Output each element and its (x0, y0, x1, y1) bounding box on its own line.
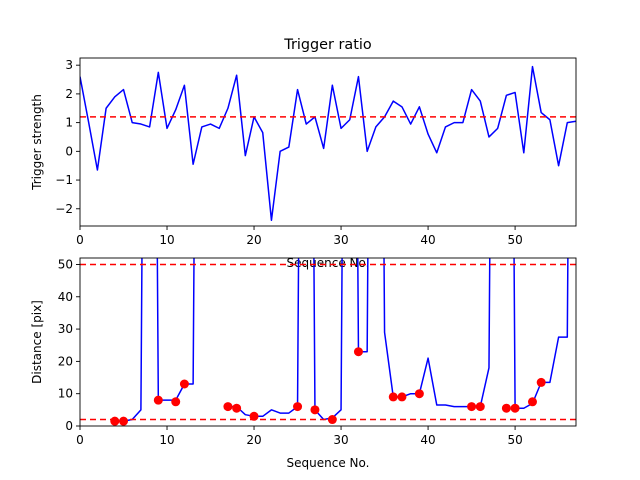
data-point-marker-9 (310, 405, 320, 415)
data-point-marker-12 (388, 392, 398, 402)
data-point-marker-11 (353, 347, 363, 357)
series-line-segment-0 (114, 258, 195, 422)
y-tick-label: 10 (58, 387, 73, 401)
series-line-segment-0 (80, 65, 576, 222)
y-tick-label: 1 (65, 116, 73, 130)
plot-frame (79, 257, 577, 427)
x-tick-label: 50 (507, 433, 522, 447)
data-point-marker-8 (293, 402, 303, 412)
y-tick-label: 3 (65, 58, 73, 72)
x-tick-label: 50 (507, 233, 522, 247)
y-axis-label: Trigger strength (30, 94, 44, 191)
y-tick-label: 30 (58, 322, 73, 336)
x-axis-label: Sequence No. (287, 456, 370, 470)
series-line-segment-1 (227, 258, 569, 421)
x-tick-label: 10 (159, 433, 174, 447)
data-point-marker-7 (249, 411, 259, 421)
x-tick-label: 40 (420, 233, 435, 247)
y-tick-label: 40 (58, 290, 73, 304)
x-tick-label: 0 (76, 233, 84, 247)
y-tick-label: 50 (58, 257, 73, 271)
y-tick-label: 2 (65, 87, 73, 101)
y-tick-label: 20 (58, 354, 73, 368)
distance-chart: 0 10 20 30 40 50 0 10 20 30 40 50 Sequence No. Dist… (30, 257, 577, 470)
data-point-marker-1 (119, 416, 129, 426)
data-point-marker-10 (327, 415, 337, 425)
data-point-marker-4 (179, 379, 189, 389)
data-point-marker-0 (110, 416, 120, 426)
data-point-marker-19 (527, 397, 537, 407)
data-point-marker-6 (232, 403, 242, 413)
data-point-marker-15 (467, 402, 477, 412)
data-point-marker-5 (223, 402, 233, 412)
data-point-marker-18 (510, 403, 520, 413)
y-axis-label: Distance [pix] (30, 300, 44, 384)
x-tick-label: 30 (333, 433, 348, 447)
y-tick-label: 0 (65, 419, 73, 433)
plot-frame (79, 57, 577, 227)
trigger-ratio-chart: Trigger ratio 0 10 20 30 40 50 −2 −1 0 1 2 3 Sequen… (30, 37, 577, 270)
x-tick-label: 30 (333, 233, 348, 247)
x-tick-label: 20 (246, 233, 261, 247)
data-point-marker-20 (536, 377, 546, 387)
chart-title: Trigger ratio (283, 37, 372, 53)
x-tick-label: 0 (76, 433, 84, 447)
data-point-marker-3 (171, 397, 181, 407)
y-tick-label: 0 (65, 144, 73, 158)
data-point-marker-2 (153, 395, 163, 405)
y-tick-label: −1 (55, 173, 73, 187)
x-tick-label: 20 (246, 433, 261, 447)
x-axis-label: Sequence No. (287, 256, 370, 270)
x-tick-label: 10 (159, 233, 174, 247)
data-point-marker-13 (397, 392, 407, 402)
x-tick-label: 40 (420, 433, 435, 447)
data-point-marker-17 (501, 403, 511, 413)
y-tick-label: −2 (55, 202, 73, 216)
data-point-marker-14 (414, 389, 424, 399)
data-point-marker-16 (475, 402, 485, 412)
